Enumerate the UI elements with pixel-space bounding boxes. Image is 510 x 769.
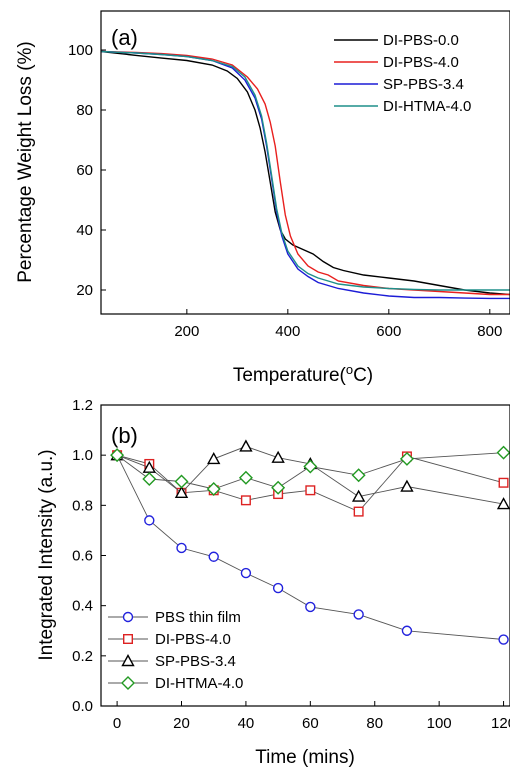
panel-a-x-axis-label: Temperature(oC) <box>233 362 373 386</box>
panel-b-y-tick-label: 1.2 <box>72 397 93 414</box>
panel-b-data-point <box>174 474 189 489</box>
panel-a-plot-frame <box>100 10 510 315</box>
panel-a-legend-label: DI-HTMA-4.0 <box>383 98 471 115</box>
panel-b-series-line <box>116 452 504 490</box>
panel-b-data-point <box>401 625 413 636</box>
panel-b-data-point <box>353 609 364 620</box>
panel-b-y-axis-label: Integrated Intensity (a.u.) <box>36 449 57 660</box>
panel-b-data-point <box>351 468 366 483</box>
panel-a-x-label-suffix: C) <box>353 365 373 386</box>
panel-a-x-label-degree: o <box>346 362 353 377</box>
panel-b-y-tick-label: 0.8 <box>72 497 93 514</box>
panel-a-y-axis-label: Percentage Weight Loss (%) <box>15 41 36 283</box>
panel-a-legend-label: SP-PBS-3.4 <box>383 76 464 93</box>
panel-a-legend: DI-PBS-0.0 DI-PBS-4.0 SP-PBS-3.4 DI-HTMA-4.… <box>334 32 471 115</box>
panel-a-legend-label: DI-PBS-0.0 <box>383 32 459 49</box>
panel-b-data-point <box>207 451 221 465</box>
panel-b-x-tick-label: 100 <box>427 715 452 732</box>
panel-b-data-point <box>305 485 316 496</box>
panel-b-label: (b) <box>111 423 138 448</box>
panel-a-ticks: 200 400 600 800 20 40 60 80 100 <box>68 42 502 340</box>
panel-b-data-point <box>303 459 318 474</box>
panel-b-data-point <box>239 439 253 452</box>
panel-b-legend-marker <box>121 676 135 690</box>
panel-a-x-tick-label: 200 <box>174 323 199 340</box>
panel-a-y-tick-label: 20 <box>76 282 93 299</box>
panel-b-y-tick-label: 1.0 <box>72 447 93 464</box>
panel-b-y-tick-label: 0.6 <box>72 548 93 565</box>
panel-b-data-point <box>271 480 286 495</box>
panel-b-data-point <box>271 450 285 463</box>
panel-b-data-point <box>498 634 509 645</box>
panel-b-y-tick-label: 0.2 <box>72 648 93 665</box>
panel-b-data-point <box>240 567 252 579</box>
panel-b-data-point <box>206 482 221 497</box>
panel-b-legend-marker <box>121 654 135 667</box>
panel-b-data-point <box>142 472 157 486</box>
panel-b-data-point <box>399 451 414 466</box>
panel-b-data-point <box>144 515 155 526</box>
panel-b-data-point <box>400 479 414 492</box>
panel-b-legend-label: PBS thin film <box>155 609 241 626</box>
panel-b-series-line <box>116 455 504 640</box>
panel-b-x-axis-label: Time (mins) <box>255 747 355 768</box>
panel-a-y-tick-label: 60 <box>76 162 93 179</box>
panel-b-data-point <box>496 497 510 510</box>
panel-b-data-point <box>174 485 189 498</box>
panel-a-y-tick-label: 40 <box>76 222 93 239</box>
panel-a-x-tick-label: 400 <box>275 323 300 340</box>
panel-a-y-tick-label: 80 <box>76 102 93 119</box>
panel-a-legend-label: DI-PBS-4.0 <box>383 54 459 71</box>
panel-b-legend-marker <box>122 611 134 623</box>
panel-b-x-tick-label: 80 <box>366 715 383 732</box>
panel-b-legend-label: DI-PBS-4.0 <box>155 631 231 648</box>
panel-b-y-tick-label: 0.4 <box>72 598 93 615</box>
panel-b-x-tick-label: 20 <box>173 715 190 732</box>
panel-b-data-point <box>176 542 187 554</box>
panel-b-data-point <box>240 495 251 506</box>
panel-b-series-line <box>116 454 504 513</box>
panel-a-x-label-prefix: Temperature( <box>233 365 347 386</box>
panel-a-series-lines <box>100 50 510 300</box>
panel-b-x-tick-label: 0 <box>113 715 121 732</box>
panel-b-data-point <box>208 551 219 562</box>
panel-b-x-tick-label: 40 <box>238 715 255 732</box>
panel-a-series-di-htma-4-0 <box>100 50 510 291</box>
panel-b-series-sp-pbs-3-4 <box>110 439 510 510</box>
panel-b-intensity-chart: 0 20 40 60 80 100 120 0.0 0.2 0.4 0.6 0.8 1.0 1.2 (b)… <box>36 397 510 768</box>
panel-b-data-point <box>353 506 364 517</box>
panel-b-series-line <box>116 445 504 505</box>
panel-b-legend-marker <box>122 634 133 645</box>
panel-b-ticks: 0 20 40 60 80 100 120 0.0 0.2 0.4 0.6 0.8 1.0 1.2 <box>72 397 510 732</box>
panel-b-data-point <box>351 489 366 502</box>
panel-b-data-point <box>496 445 510 460</box>
panel-a-x-tick-label: 800 <box>477 323 502 340</box>
panel-b-series-pbs-thin-film <box>111 449 509 645</box>
panel-b-legend-label: DI-HTMA-4.0 <box>155 675 243 692</box>
panel-b-data-point <box>305 601 316 613</box>
panel-b-legend: PBS thin film DI-PBS-4.0 SP-PBS-3.4 DI-HTMA… <box>108 609 243 692</box>
panel-b-data-point <box>272 582 284 594</box>
panel-b-x-tick-label: 120 <box>491 715 510 732</box>
panel-b-series <box>110 439 510 645</box>
panel-b-y-tick-label: 0.0 <box>72 698 93 715</box>
panel-b-data-point <box>238 470 253 485</box>
panel-a-y-tick-label: 100 <box>68 42 93 59</box>
panel-b-data-point <box>110 448 125 463</box>
panel-a-label: (a) <box>111 25 138 50</box>
panel-a-x-tick-label: 600 <box>376 323 401 340</box>
panel-b-data-point <box>498 477 509 488</box>
panel-b-legend-label: SP-PBS-3.4 <box>155 653 236 670</box>
panel-b-series-di-htma-4-0 <box>110 445 510 497</box>
panel-b-x-tick-label: 60 <box>302 715 319 732</box>
